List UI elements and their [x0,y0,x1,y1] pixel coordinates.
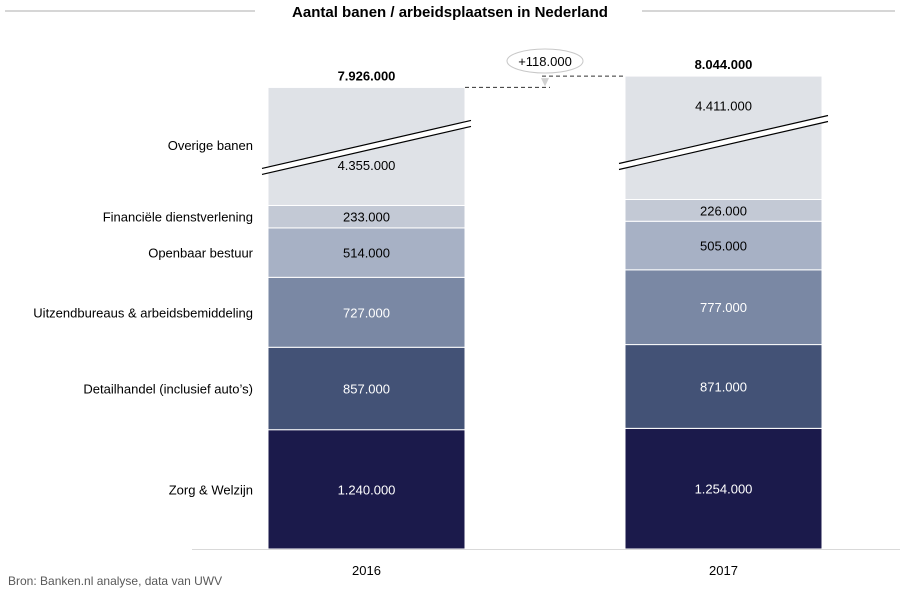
axis-break-line [261,119,472,170]
x-tick-label: 2016 [352,563,381,578]
data-label: 514.000 [343,246,390,261]
bar-segment [267,227,466,278]
legend-label: Openbaar bestuur [148,246,253,261]
bar-segment [624,220,823,271]
axis-break-line [618,114,829,165]
bar-segment [624,75,823,201]
data-label: 857.000 [343,381,390,396]
x-tick-label: 2017 [709,563,738,578]
difference-bubble [506,48,584,74]
total-label: 7.926.000 [338,68,396,83]
data-label: 1.240.000 [338,482,396,497]
difference-arrow-icon [541,78,549,87]
axis-break-line [618,120,829,171]
bar-segment [267,429,466,550]
axis-break-gap [262,120,471,175]
bar-segment [624,269,823,346]
data-label: 226.000 [700,203,747,218]
data-label: 4.411.000 [695,99,752,114]
data-label: 777.000 [700,300,747,315]
legend-label: Uitzendbureaus & arbeidsbemiddeling [33,305,253,320]
legend-label: Zorg & Welzijn [169,482,253,497]
legend-label: Overige banen [168,138,253,153]
bar-segment [624,427,823,550]
bar-segment [267,276,466,348]
data-label: 4.355.000 [338,158,396,173]
legend-label: Detailhandel (inclusief auto’s) [83,381,253,396]
data-label: 727.000 [343,305,390,320]
axis-break-line [261,125,472,176]
legend-label: Financiële dienstverlening [103,210,253,225]
data-label: 233.000 [343,210,390,225]
source-note: Bron: Banken.nl analyse, data van UWV [8,574,222,588]
difference-label: +118.000 [518,54,572,69]
chart-title: Aantal banen / arbeidsplaatsen in Nederl… [292,4,608,21]
total-label: 8.044.000 [695,57,753,72]
axis-break-gap [619,115,828,170]
data-label: 871.000 [700,379,747,394]
data-label: 1.254.000 [695,482,753,497]
data-label: 505.000 [700,239,747,254]
